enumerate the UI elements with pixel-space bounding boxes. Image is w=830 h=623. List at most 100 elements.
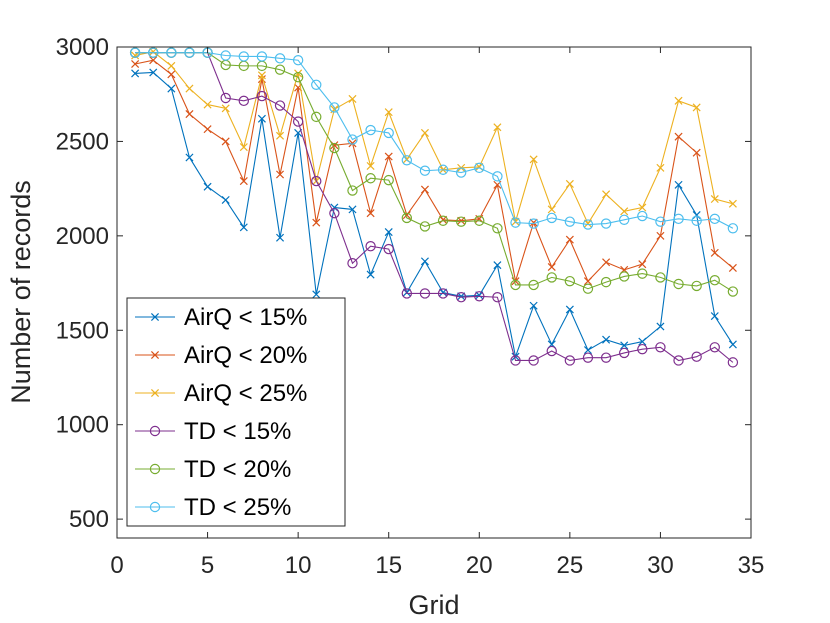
legend-label: AirQ < 15% <box>184 304 307 331</box>
data-point <box>292 116 304 127</box>
data-point <box>167 84 176 93</box>
data-point <box>329 102 340 113</box>
legend-label: TD < 25% <box>184 494 291 521</box>
y-axis-label: Number of records <box>6 180 36 404</box>
data-point <box>276 131 285 140</box>
legend-entry: AirQ < 20% <box>135 342 307 369</box>
data-point <box>709 275 720 286</box>
data-point <box>366 209 375 218</box>
data-point <box>582 219 594 230</box>
data-point <box>619 214 630 225</box>
data-point <box>256 90 268 102</box>
data-point <box>239 223 248 232</box>
legend-label: TD < 15% <box>184 418 291 445</box>
legend-marker <box>150 312 160 322</box>
data-point <box>292 72 304 83</box>
data-point <box>583 219 592 228</box>
x-tick-label: 5 <box>201 552 214 579</box>
data-point <box>149 47 158 56</box>
data-point <box>131 59 140 69</box>
data-point <box>474 162 485 174</box>
legend-marker <box>149 463 161 475</box>
data-point <box>185 153 194 162</box>
data-point <box>510 355 521 366</box>
legend-label: AirQ < 20% <box>184 342 307 369</box>
x-tick-label: 35 <box>738 552 765 579</box>
data-point <box>274 64 286 75</box>
data-point <box>637 343 648 355</box>
data-point <box>167 61 176 70</box>
y-tick-label: 500 <box>69 506 109 533</box>
data-point <box>546 272 557 283</box>
data-point <box>710 248 719 257</box>
data-point <box>167 70 176 79</box>
data-point <box>564 355 576 366</box>
data-point <box>311 175 322 187</box>
data-point <box>203 100 212 109</box>
data-point <box>184 47 195 58</box>
data-point <box>728 340 737 349</box>
data-point <box>710 194 719 204</box>
data-point <box>492 292 503 303</box>
series-2 <box>131 56 737 286</box>
data-point <box>384 152 393 161</box>
y-tick-label: 3000 <box>56 34 109 61</box>
series-line <box>135 52 734 293</box>
data-point <box>546 345 557 357</box>
data-point <box>511 352 520 361</box>
x-tick-label: 15 <box>375 552 402 579</box>
data-point <box>691 351 702 362</box>
data-point <box>455 292 467 303</box>
data-point <box>311 79 322 90</box>
data-point <box>600 352 612 363</box>
data-point <box>203 125 212 134</box>
data-point <box>692 211 701 220</box>
data-point <box>709 342 720 353</box>
y-tick-label: 2500 <box>56 128 109 155</box>
data-point <box>492 223 503 234</box>
data-point <box>674 96 683 105</box>
legend-marker <box>149 425 161 437</box>
x-axis-label: Grid <box>408 590 459 620</box>
data-point <box>546 212 557 224</box>
data-point <box>437 215 449 226</box>
data-point <box>583 346 592 355</box>
data-point <box>420 185 429 194</box>
data-point <box>529 155 538 164</box>
data-point <box>673 355 684 366</box>
data-point <box>637 268 648 279</box>
x-tick-label: 20 <box>466 552 493 579</box>
data-point <box>673 278 684 290</box>
data-point <box>492 171 503 182</box>
data-point <box>437 288 449 299</box>
data-point <box>329 207 340 219</box>
data-point <box>600 218 612 229</box>
data-point <box>185 84 194 93</box>
data-point <box>238 51 249 62</box>
data-point <box>475 291 484 300</box>
data-point <box>420 257 429 266</box>
data-point <box>203 182 212 191</box>
data-point <box>129 47 141 58</box>
data-point <box>529 218 538 227</box>
data-point <box>384 228 393 237</box>
data-point <box>366 161 375 170</box>
data-point <box>600 276 612 288</box>
data-point <box>239 143 248 152</box>
data-point <box>673 213 684 225</box>
data-point <box>347 134 358 145</box>
data-point <box>510 217 521 228</box>
legend-entry: AirQ < 25% <box>135 380 307 407</box>
data-point <box>656 231 665 240</box>
data-point <box>638 260 647 269</box>
data-point <box>220 92 231 104</box>
data-point <box>691 280 702 292</box>
x-tick-label: 10 <box>285 552 312 579</box>
data-point <box>619 271 630 282</box>
data-point <box>348 139 357 148</box>
data-point <box>455 216 467 227</box>
data-point <box>220 50 231 61</box>
data-point <box>620 207 629 216</box>
data-point <box>583 277 592 286</box>
data-point <box>383 127 394 139</box>
